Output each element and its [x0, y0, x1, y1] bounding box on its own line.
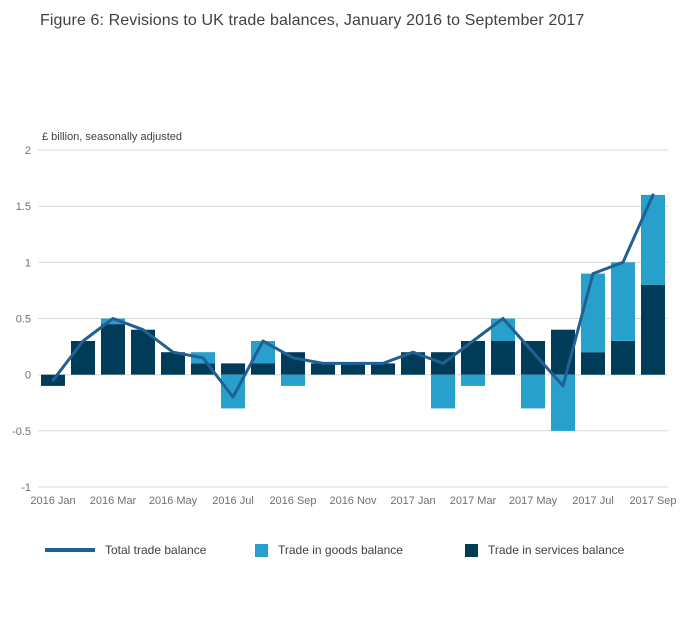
- services-swatch-icon: [465, 543, 478, 557]
- y-axis-unit-label: £ billion, seasonally adjusted: [42, 131, 183, 143]
- legend-label-total: Total trade balance: [105, 543, 207, 557]
- svg-text:0.5: 0.5: [16, 314, 31, 326]
- svg-text:2017 Jan: 2017 Jan: [390, 495, 435, 507]
- figure-title: Figure 6: Revisions to UK trade balances…: [40, 12, 585, 29]
- svg-text:2016 Jul: 2016 Jul: [212, 495, 254, 507]
- svg-text:2017 Jul: 2017 Jul: [572, 495, 614, 507]
- chart-legend: Total trade balance Trade in goods balan…: [0, 540, 700, 566]
- svg-text:2017 Sep: 2017 Sep: [629, 495, 676, 507]
- legend-item-goods-balance: Trade in goods balance: [255, 540, 403, 560]
- svg-text:2016 May: 2016 May: [149, 495, 198, 507]
- svg-text:2: 2: [25, 145, 31, 157]
- line-swatch-icon: [45, 548, 95, 552]
- svg-text:2017 May: 2017 May: [509, 495, 558, 507]
- svg-text:1.5: 1.5: [16, 201, 31, 213]
- svg-text:-0.5: -0.5: [12, 426, 31, 438]
- svg-text:1: 1: [25, 257, 31, 269]
- svg-text:2016 Jan: 2016 Jan: [30, 495, 75, 507]
- legend-label-goods: Trade in goods balance: [278, 543, 403, 557]
- legend-item-total-trade-balance: Total trade balance: [45, 540, 206, 560]
- svg-text:2017 Mar: 2017 Mar: [450, 495, 497, 507]
- svg-text:2016 Sep: 2016 Sep: [269, 495, 316, 507]
- legend-item-services-balance: Trade in services balance: [465, 540, 624, 560]
- svg-text:-1: -1: [21, 482, 31, 494]
- svg-text:0: 0: [25, 370, 31, 382]
- svg-text:2016 Nov: 2016 Nov: [329, 495, 377, 507]
- goods-swatch-icon: [255, 543, 268, 557]
- svg-text:2016 Mar: 2016 Mar: [90, 495, 137, 507]
- legend-label-services: Trade in services balance: [488, 543, 625, 557]
